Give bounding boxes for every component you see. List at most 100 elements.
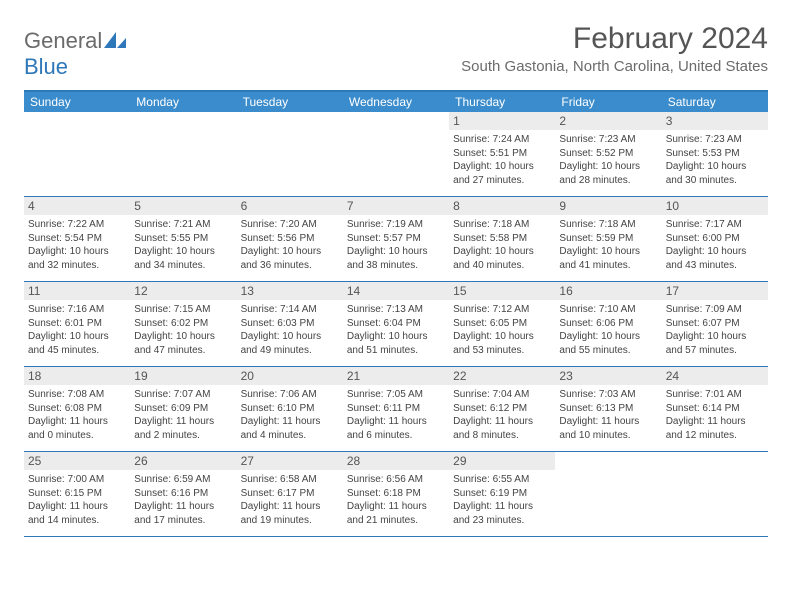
sunrise-text: Sunrise: 7:15 AM	[134, 303, 232, 317]
day-number: 12	[130, 282, 236, 300]
header: General Blue February 2024 South Gastoni…	[24, 22, 768, 80]
calendar-grid: Sunday Monday Tuesday Wednesday Thursday…	[24, 90, 768, 537]
location-text: South Gastonia, North Carolina, United S…	[461, 58, 768, 75]
day-cell: 24Sunrise: 7:01 AMSunset: 6:14 PMDayligh…	[662, 367, 768, 451]
sunrise-text: Sunrise: 7:03 AM	[559, 388, 657, 402]
day-number: 23	[555, 367, 661, 385]
sunrise-text: Sunrise: 6:55 AM	[453, 473, 551, 487]
day-cell: 28Sunrise: 6:56 AMSunset: 6:18 PMDayligh…	[343, 452, 449, 536]
title-block: February 2024 South Gastonia, North Caro…	[461, 22, 768, 75]
sunset-text: Sunset: 6:02 PM	[134, 317, 232, 331]
daylight-text: Daylight: 10 hours and 27 minutes.	[453, 160, 551, 187]
sunset-text: Sunset: 5:56 PM	[241, 232, 339, 246]
sunrise-text: Sunrise: 7:18 AM	[453, 218, 551, 232]
daylight-text: Daylight: 10 hours and 47 minutes.	[134, 330, 232, 357]
sunset-text: Sunset: 5:52 PM	[559, 147, 657, 161]
week-row: 25Sunrise: 7:00 AMSunset: 6:15 PMDayligh…	[24, 452, 768, 537]
sunrise-text: Sunrise: 7:20 AM	[241, 218, 339, 232]
logo-word1: General	[24, 28, 102, 53]
sunrise-text: Sunrise: 7:12 AM	[453, 303, 551, 317]
sunset-text: Sunset: 6:10 PM	[241, 402, 339, 416]
day-cell	[343, 112, 449, 196]
day-cell	[662, 452, 768, 536]
day-number: 15	[449, 282, 555, 300]
weekday-header: Tuesday	[237, 92, 343, 112]
day-cell: 22Sunrise: 7:04 AMSunset: 6:12 PMDayligh…	[449, 367, 555, 451]
day-cell: 5Sunrise: 7:21 AMSunset: 5:55 PMDaylight…	[130, 197, 236, 281]
sunset-text: Sunset: 6:18 PM	[347, 487, 445, 501]
day-cell: 21Sunrise: 7:05 AMSunset: 6:11 PMDayligh…	[343, 367, 449, 451]
day-number: 4	[24, 197, 130, 215]
sunset-text: Sunset: 6:15 PM	[28, 487, 126, 501]
day-cell: 26Sunrise: 6:59 AMSunset: 6:16 PMDayligh…	[130, 452, 236, 536]
day-cell: 2Sunrise: 7:23 AMSunset: 5:52 PMDaylight…	[555, 112, 661, 196]
day-number: 2	[555, 112, 661, 130]
sunrise-text: Sunrise: 7:07 AM	[134, 388, 232, 402]
day-number: 10	[662, 197, 768, 215]
sunset-text: Sunset: 6:19 PM	[453, 487, 551, 501]
day-number: 13	[237, 282, 343, 300]
day-cell: 1Sunrise: 7:24 AMSunset: 5:51 PMDaylight…	[449, 112, 555, 196]
sunrise-text: Sunrise: 7:17 AM	[666, 218, 764, 232]
day-cell: 10Sunrise: 7:17 AMSunset: 6:00 PMDayligh…	[662, 197, 768, 281]
sunset-text: Sunset: 5:55 PM	[134, 232, 232, 246]
day-number: 16	[555, 282, 661, 300]
sunset-text: Sunset: 5:57 PM	[347, 232, 445, 246]
sunrise-text: Sunrise: 7:16 AM	[28, 303, 126, 317]
sunrise-text: Sunrise: 7:01 AM	[666, 388, 764, 402]
day-number: 18	[24, 367, 130, 385]
day-number: 17	[662, 282, 768, 300]
sunrise-text: Sunrise: 7:09 AM	[666, 303, 764, 317]
sunrise-text: Sunrise: 7:18 AM	[559, 218, 657, 232]
daylight-text: Daylight: 11 hours and 10 minutes.	[559, 415, 657, 442]
daylight-text: Daylight: 10 hours and 51 minutes.	[347, 330, 445, 357]
sunrise-text: Sunrise: 7:13 AM	[347, 303, 445, 317]
day-cell: 23 Sunrise: 7:03 AMSunset: 6:13 PMDayligh…	[555, 367, 661, 451]
day-number: 11	[24, 282, 130, 300]
daylight-text: Daylight: 11 hours and 12 minutes.	[666, 415, 764, 442]
day-cell: 25Sunrise: 7:00 AMSunset: 6:15 PMDayligh…	[24, 452, 130, 536]
day-cell: 4Sunrise: 7:22 AMSunset: 5:54 PMDaylight…	[24, 197, 130, 281]
day-cell	[130, 112, 236, 196]
daylight-text: Daylight: 10 hours and 45 minutes.	[28, 330, 126, 357]
daylight-text: Daylight: 10 hours and 49 minutes.	[241, 330, 339, 357]
day-cell: 17Sunrise: 7:09 AMSunset: 6:07 PMDayligh…	[662, 282, 768, 366]
day-number: 26	[130, 452, 236, 470]
day-cell: 13Sunrise: 7:14 AMSunset: 6:03 PMDayligh…	[237, 282, 343, 366]
daylight-text: Daylight: 10 hours and 38 minutes.	[347, 245, 445, 272]
day-number: 19	[130, 367, 236, 385]
daylight-text: Daylight: 10 hours and 53 minutes.	[453, 330, 551, 357]
day-cell: 6 Sunrise: 7:20 AMSunset: 5:56 PMDaylight…	[237, 197, 343, 281]
logo-text: General Blue	[24, 28, 126, 80]
sunset-text: Sunset: 6:17 PM	[241, 487, 339, 501]
sunrise-text: Sunrise: 7:22 AM	[28, 218, 126, 232]
day-cell: 19Sunrise: 7:07 AMSunset: 6:09 PMDayligh…	[130, 367, 236, 451]
weekday-header: Wednesday	[343, 92, 449, 112]
daylight-text: Daylight: 10 hours and 55 minutes.	[559, 330, 657, 357]
daylight-text: Daylight: 10 hours and 36 minutes.	[241, 245, 339, 272]
week-row: 4Sunrise: 7:22 AMSunset: 5:54 PMDaylight…	[24, 197, 768, 282]
sunset-text: Sunset: 6:13 PM	[559, 402, 657, 416]
daylight-text: Daylight: 10 hours and 32 minutes.	[28, 245, 126, 272]
sunrise-text: Sunrise: 7:00 AM	[28, 473, 126, 487]
daylight-text: Daylight: 11 hours and 23 minutes.	[453, 500, 551, 527]
day-number: 6	[237, 197, 343, 215]
sunrise-text: Sunrise: 6:58 AM	[241, 473, 339, 487]
daylight-text: Daylight: 11 hours and 8 minutes.	[453, 415, 551, 442]
day-cell: 9Sunrise: 7:18 AMSunset: 5:59 PMDaylight…	[555, 197, 661, 281]
weeks-container: 1Sunrise: 7:24 AMSunset: 5:51 PMDaylight…	[24, 112, 768, 537]
sunset-text: Sunset: 6:01 PM	[28, 317, 126, 331]
sunset-text: Sunset: 5:58 PM	[453, 232, 551, 246]
sunset-text: Sunset: 6:08 PM	[28, 402, 126, 416]
day-number: 3	[662, 112, 768, 130]
sunrise-text: Sunrise: 7:10 AM	[559, 303, 657, 317]
daylight-text: Daylight: 11 hours and 4 minutes.	[241, 415, 339, 442]
daylight-text: Daylight: 10 hours and 43 minutes.	[666, 245, 764, 272]
sunrise-text: Sunrise: 7:04 AM	[453, 388, 551, 402]
week-row: 18Sunrise: 7:08 AMSunset: 6:08 PMDayligh…	[24, 367, 768, 452]
sunrise-text: Sunrise: 6:56 AM	[347, 473, 445, 487]
day-cell: 27Sunrise: 6:58 AMSunset: 6:17 PMDayligh…	[237, 452, 343, 536]
sunset-text: Sunset: 6:03 PM	[241, 317, 339, 331]
daylight-text: Daylight: 11 hours and 19 minutes.	[241, 500, 339, 527]
sunset-text: Sunset: 6:12 PM	[453, 402, 551, 416]
